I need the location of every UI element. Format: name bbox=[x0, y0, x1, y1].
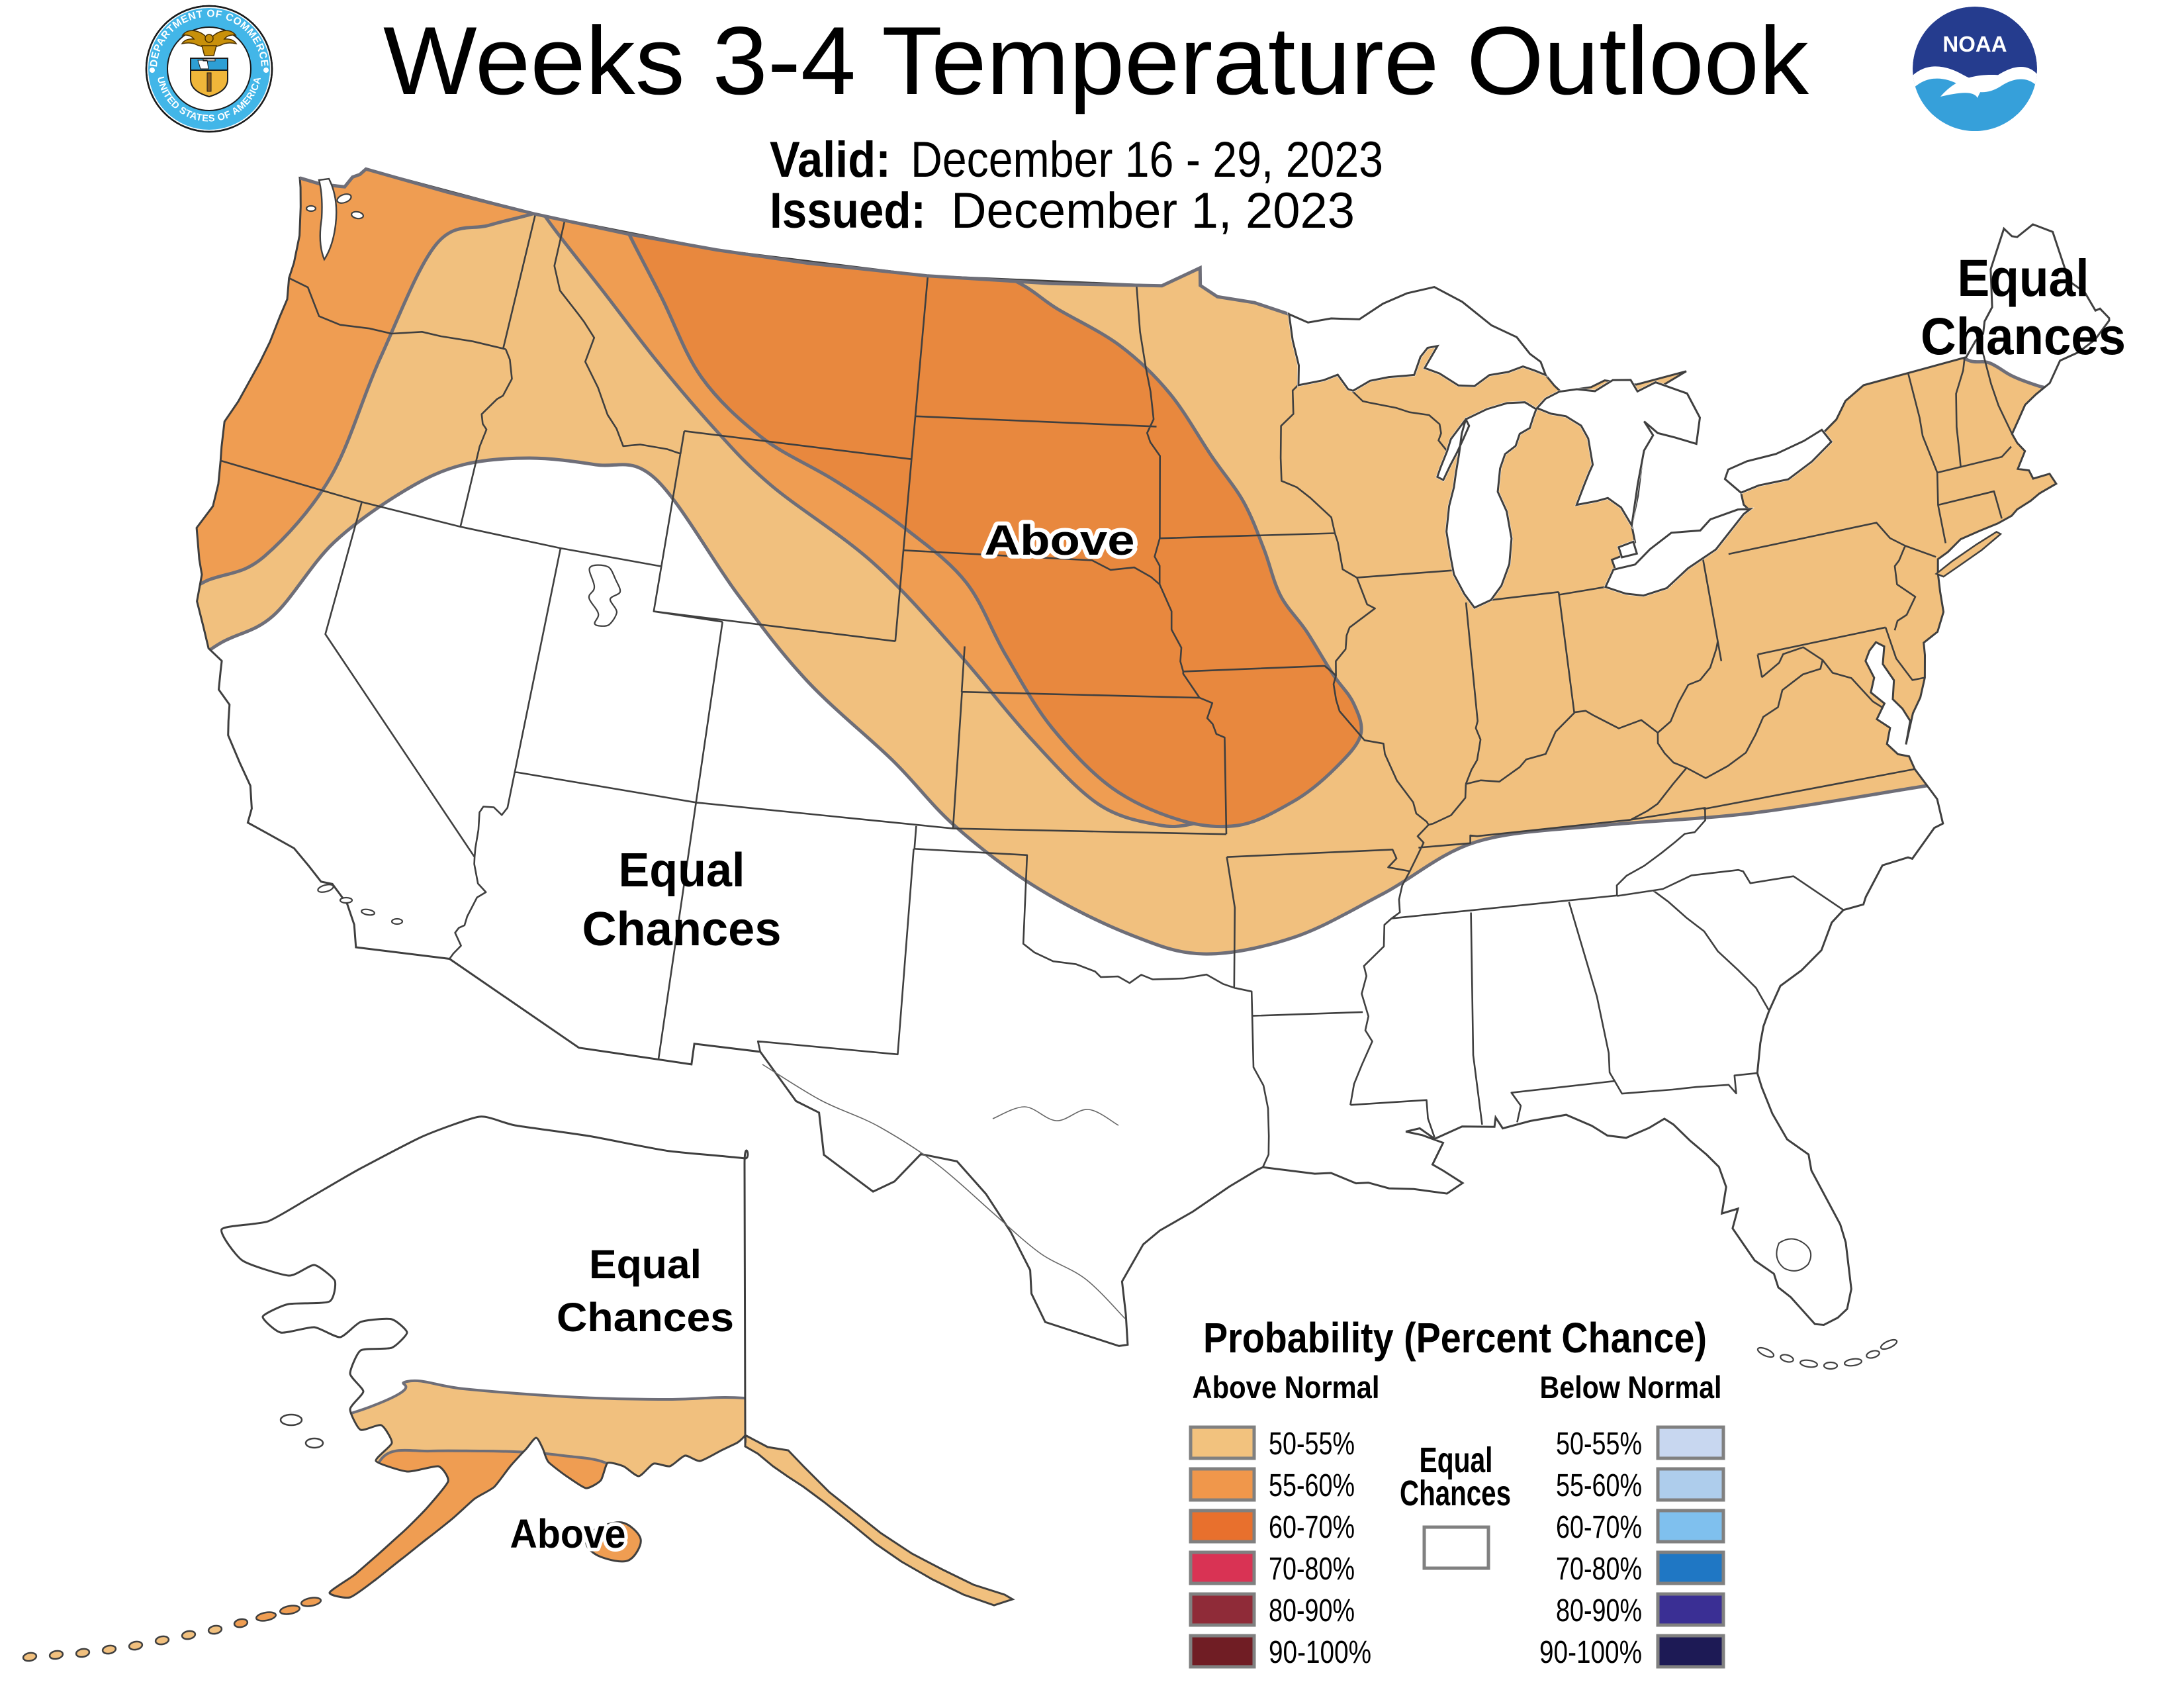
svg-text:Valid:: Valid: bbox=[770, 132, 891, 188]
svg-text:90-100%: 90-100% bbox=[1269, 1635, 1371, 1670]
svg-text:Probability (Percent Chance): Probability (Percent Chance) bbox=[1203, 1314, 1707, 1362]
svg-text:70-80%: 70-80% bbox=[1556, 1552, 1642, 1587]
svg-text:Weeks 3-4 Temperature Outlook: Weeks 3-4 Temperature Outlook bbox=[383, 7, 1809, 115]
svg-text:Chances: Chances bbox=[1921, 306, 2126, 365]
svg-text:Above: Above bbox=[510, 1511, 626, 1556]
svg-text:NOAA: NOAA bbox=[1942, 32, 2007, 56]
svg-text:Below Normal: Below Normal bbox=[1540, 1370, 1722, 1405]
svg-text:Above: Above bbox=[510, 1511, 626, 1556]
svg-text:Equal: Equal bbox=[589, 1242, 702, 1287]
svg-text:Chances: Chances bbox=[557, 1295, 734, 1340]
svg-text:60-70%: 60-70% bbox=[1556, 1510, 1642, 1545]
svg-text:50-55%: 50-55% bbox=[1269, 1427, 1355, 1462]
svg-text:55-60%: 55-60% bbox=[1556, 1468, 1642, 1503]
svg-text:Chances: Chances bbox=[582, 903, 782, 956]
svg-text:50-55%: 50-55% bbox=[1556, 1427, 1642, 1462]
svg-text:80-90%: 80-90% bbox=[1556, 1593, 1642, 1628]
svg-text:Equal: Equal bbox=[1958, 248, 2089, 307]
svg-text:Above: Above bbox=[985, 516, 1135, 564]
svg-text:60-70%: 60-70% bbox=[1269, 1510, 1355, 1545]
svg-text:70-80%: 70-80% bbox=[1269, 1552, 1355, 1587]
svg-text:Above: Above bbox=[985, 516, 1135, 564]
svg-text:90-100%: 90-100% bbox=[1539, 1635, 1642, 1670]
svg-text:80-90%: 80-90% bbox=[1269, 1593, 1355, 1628]
svg-text:December 16 - 29, 2023: December 16 - 29, 2023 bbox=[911, 132, 1383, 188]
svg-text:Chances: Chances bbox=[1400, 1474, 1511, 1513]
svg-text:Issued:: Issued: bbox=[770, 183, 926, 239]
svg-text:Above Normal: Above Normal bbox=[1193, 1370, 1380, 1405]
svg-text:Equal: Equal bbox=[619, 844, 745, 897]
svg-text:Equal: Equal bbox=[1420, 1440, 1493, 1480]
svg-text:December 1, 2023: December 1, 2023 bbox=[951, 183, 1355, 239]
svg-text:55-60%: 55-60% bbox=[1269, 1468, 1355, 1503]
